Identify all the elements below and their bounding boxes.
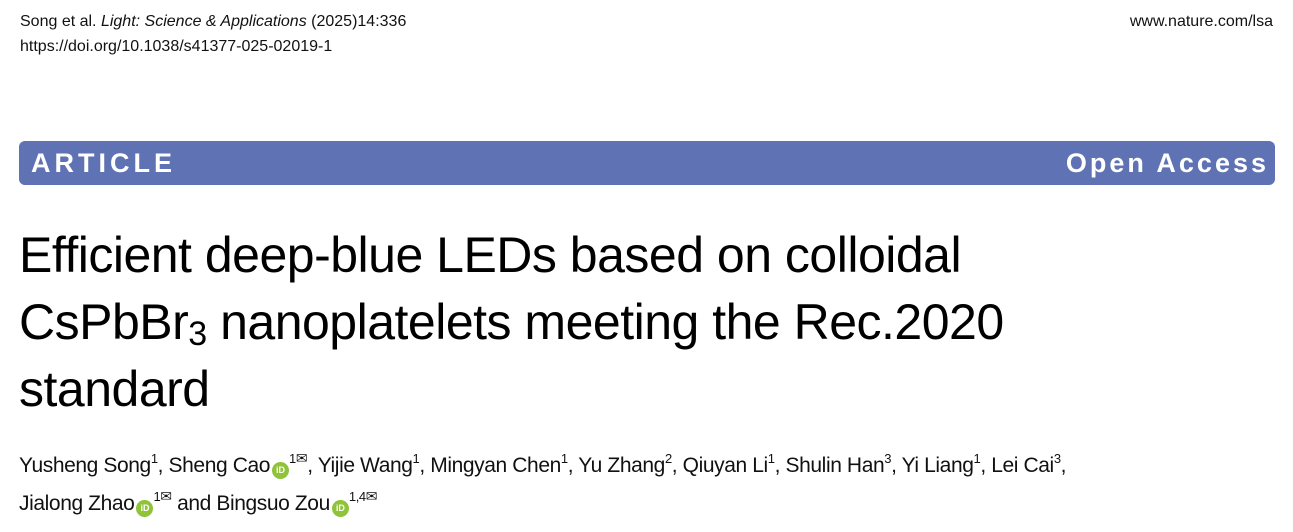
author[interactable]: Lei Cai3 [991, 451, 1061, 477]
author-name[interactable]: Bingsuo Zou [216, 492, 330, 515]
citation-volume: (2025)14:336 [306, 13, 407, 30]
orcid-icon[interactable]: iD [331, 500, 349, 517]
affiliation-number: 1 [412, 451, 420, 466]
subscript: 3 [188, 315, 207, 353]
author[interactable]: Yu Zhang2 [578, 451, 672, 477]
affiliation-number: 3 [884, 451, 892, 466]
doi-link[interactable]: https://doi.org/10.1038/s41377-025-02019… [20, 38, 333, 55]
article-banner: ARTICLE Open Access [19, 141, 1275, 185]
affiliation-number: 1 [289, 451, 296, 466]
separator: , [1060, 454, 1067, 477]
affiliation-number: 1 [973, 451, 981, 466]
author-name[interactable]: Yijie Wang [317, 454, 413, 477]
separator: , [774, 454, 786, 477]
article-type: ARTICLE [31, 148, 176, 178]
orcid-icon[interactable]: iD [136, 500, 154, 517]
author-name[interactable]: Sheng Cao [168, 454, 271, 477]
title-line: Efficient deep-blue LEDs based on colloi… [19, 227, 962, 283]
journal-name: Light: Science & Applications [100, 13, 307, 30]
orcid-icon[interactable]: iD [272, 462, 290, 479]
citation-authors: Song et al. [20, 13, 101, 30]
author-name[interactable]: Yusheng Song [19, 454, 151, 477]
title-text: CsPbBr [19, 294, 189, 350]
author[interactable]: Jialong Zhao iD1✉ [19, 489, 172, 517]
separator: , [157, 454, 169, 477]
author[interactable]: Yi Liang1 [901, 451, 981, 477]
author-name[interactable]: Jialong Zhao [19, 492, 135, 515]
title-text: nanoplatelets meeting the Rec.2020 [206, 294, 1004, 350]
author[interactable]: Yijie Wang1 [317, 451, 420, 477]
author-name[interactable]: Yi Liang [901, 454, 974, 477]
author[interactable]: Shulin Han3 [785, 451, 892, 477]
separator: , [419, 454, 431, 477]
separator: , [671, 454, 683, 477]
author-name[interactable]: Shulin Han [785, 454, 885, 477]
separator: and [171, 492, 217, 515]
author[interactable]: Sheng Cao iD1✉ [168, 451, 308, 479]
author[interactable]: Qiuyan Li1 [682, 451, 775, 477]
author-line: Jialong Zhao iD1✉ and Bingsuo Zou iD1,4✉ [19, 485, 1066, 523]
author-name[interactable]: Mingyan Chen [430, 454, 561, 477]
affiliation-number: 1 [153, 489, 161, 504]
author[interactable]: Mingyan Chen1 [430, 451, 568, 477]
mail-icon[interactable]: ✉ [160, 488, 172, 504]
separator: , [980, 454, 992, 477]
journal-site-link[interactable]: www.nature.com/lsa [1129, 13, 1273, 30]
affiliation-number: 3 [1053, 451, 1061, 466]
author[interactable]: Yusheng Song1 [19, 451, 158, 477]
open-access-label: Open Access [1065, 148, 1269, 178]
separator: , [567, 454, 579, 477]
affiliation-number: 1 [767, 451, 775, 466]
separator: , [307, 454, 318, 477]
affiliation-number: 2 [664, 451, 672, 466]
author[interactable]: Bingsuo Zou iD1,4✉ [216, 489, 378, 517]
title-line: CsPbBr3 nanoplatelets meeting the Rec.20… [19, 289, 1004, 356]
author-name[interactable]: Lei Cai [991, 454, 1054, 477]
author-name[interactable]: Qiuyan Li [682, 454, 769, 477]
title-line: standard [19, 361, 210, 417]
article-title: Efficient deep-blue LEDs based on colloi… [19, 222, 1004, 423]
author-line: Yusheng Song1, Sheng Cao iD1✉, Yijie Wang… [19, 447, 1067, 485]
affiliation-number: 1 [150, 451, 158, 466]
author-list: Yusheng Song1, Sheng Cao iD1✉, Yijie Wang… [19, 447, 1067, 523]
mail-icon[interactable]: ✉ [295, 450, 308, 466]
affiliation-number: 1,4 [348, 489, 366, 504]
separator: , [891, 454, 902, 477]
author-name[interactable]: Yu Zhang [578, 454, 665, 477]
affiliation-number: 1 [560, 451, 568, 466]
citation: Song et al. Light: Science & Application… [20, 12, 406, 32]
mail-icon[interactable]: ✉ [365, 488, 378, 504]
